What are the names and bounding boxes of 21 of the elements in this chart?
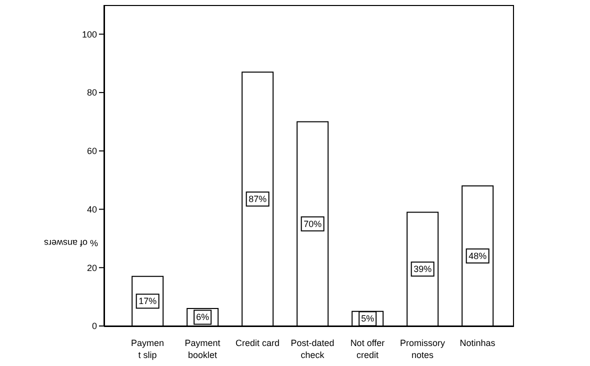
x-tick-label: Payment booklet — [184, 338, 221, 360]
data-label: 87% — [248, 194, 267, 204]
y-tick-label: 40 — [86, 204, 97, 214]
y-tick-label: 80 — [86, 88, 97, 98]
data-label: 70% — [304, 218, 322, 229]
y-tick-label: 20 — [86, 262, 97, 273]
data-label: 39% — [414, 264, 432, 274]
x-tick-label: Paymen t slip — [130, 338, 164, 360]
x-tick-label: Credit card — [235, 338, 280, 348]
data-label: 5% — [361, 314, 374, 324]
data-label: 6% — [196, 312, 210, 322]
data-label: 48% — [468, 250, 487, 261]
x-tick-label: Notinhas — [460, 338, 496, 348]
y-tick-label: 0 — [92, 321, 97, 332]
data-label: 17% — [138, 296, 157, 306]
y-tick-label: 100 — [82, 29, 97, 40]
x-tick-label: Not offer credit — [350, 338, 385, 360]
y-tick-label: 60 — [86, 146, 97, 156]
y-axis-title: % of answers — [44, 238, 98, 248]
x-tick-label: Promissory notes — [400, 338, 446, 360]
x-tick-label: Post-dated check — [290, 338, 334, 360]
